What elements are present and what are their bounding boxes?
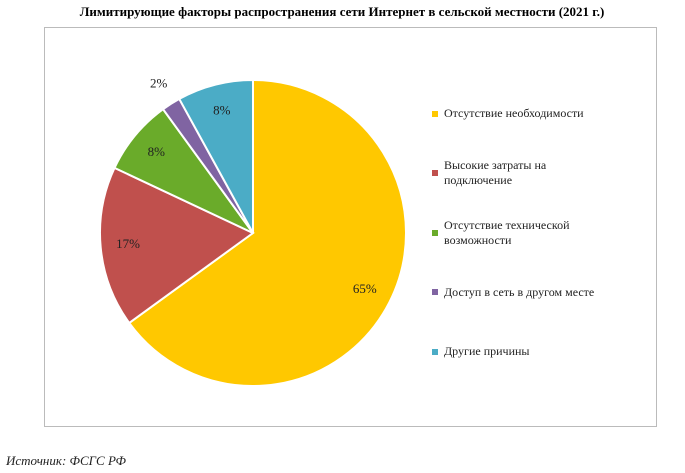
pie-slice bbox=[177, 78, 254, 234]
legend-item: Другие причины bbox=[432, 322, 632, 382]
legend-label: Высокие затраты на подключение bbox=[444, 158, 547, 188]
pie: 65% 17% 8% 2% 8% bbox=[99, 75, 407, 387]
chart-title: Лимитирующие факторы распространения сет… bbox=[80, 4, 605, 19]
pie-slice bbox=[99, 166, 255, 325]
legend-item: Доступ в сеть в другом месте bbox=[432, 263, 632, 323]
legend-label: Доступ в сеть в другом месте bbox=[444, 284, 595, 299]
chart-frame bbox=[44, 27, 657, 427]
legend-swatch bbox=[432, 348, 438, 355]
legend-swatch bbox=[432, 289, 438, 296]
legend: Отсутствие необходимости Высокие затраты … bbox=[432, 84, 632, 382]
legend-label: Отсутствие необходимости bbox=[444, 106, 584, 121]
legend-item: Отсутствие необходимости bbox=[432, 84, 632, 144]
data-label: 17% bbox=[116, 236, 140, 251]
legend-swatch bbox=[432, 229, 438, 236]
pie-slice bbox=[127, 78, 407, 387]
legend-item: Высокие затраты на подключение bbox=[432, 144, 632, 204]
legend-label: Другие причины bbox=[444, 344, 530, 359]
legend-swatch bbox=[432, 110, 438, 117]
legend-item: Отсутствие технической возможности bbox=[432, 203, 632, 263]
data-label: 8% bbox=[213, 102, 231, 117]
data-label: 2% bbox=[150, 75, 168, 90]
data-label: 8% bbox=[148, 144, 166, 159]
legend-swatch bbox=[432, 170, 438, 177]
data-label: 65% bbox=[353, 281, 377, 296]
source: Источник: ФСГС РФ bbox=[6, 453, 127, 468]
legend-label: Отсутствие технической возможности bbox=[444, 217, 570, 247]
